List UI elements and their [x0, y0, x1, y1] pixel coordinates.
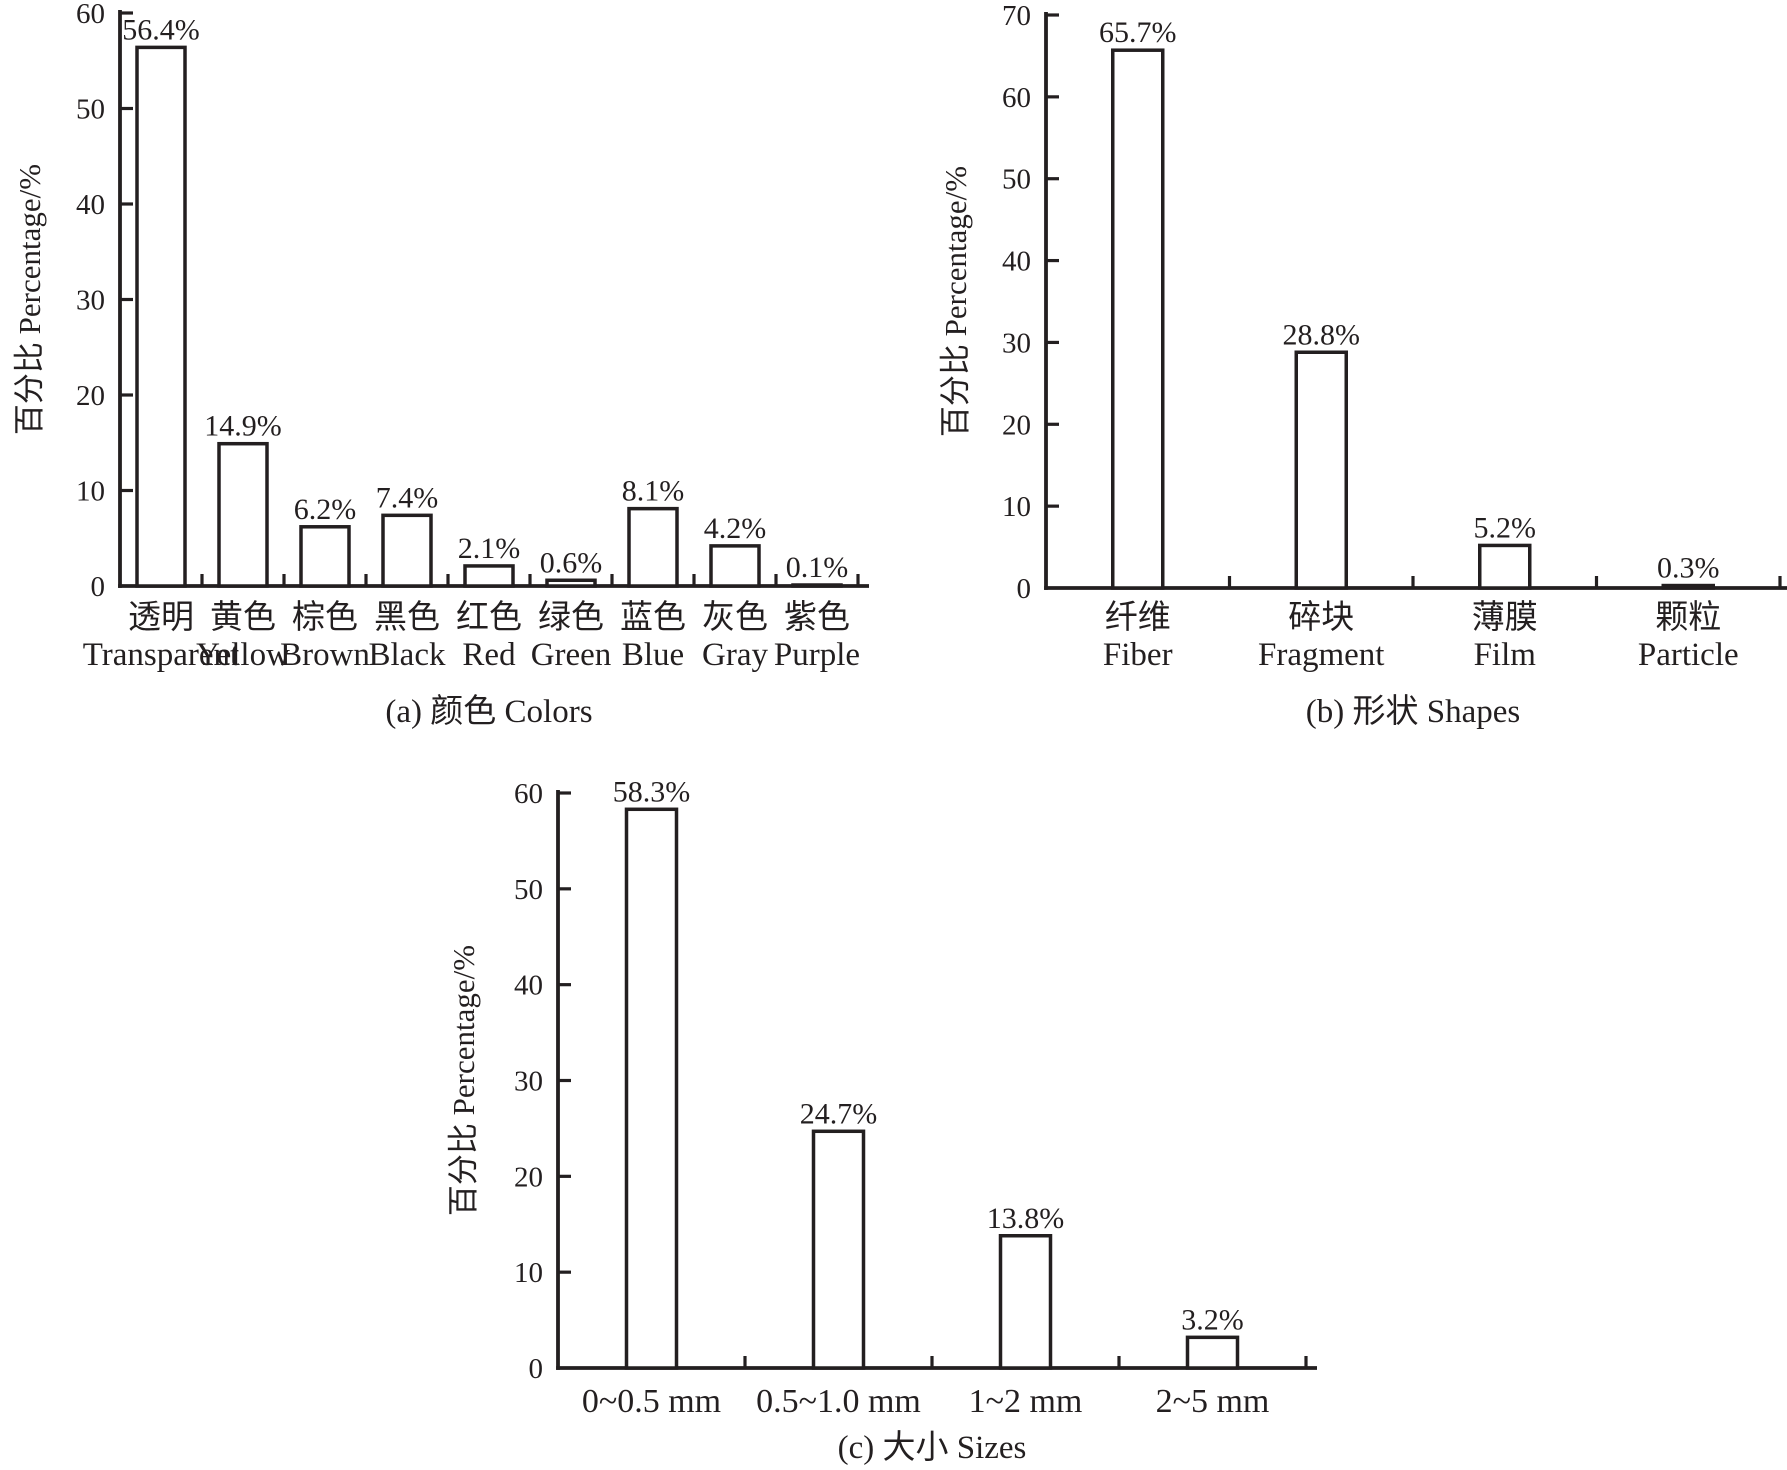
x-category-label-en: Gray — [702, 637, 768, 673]
bar-colors-0 — [135, 45, 187, 588]
x-category-label-en: Red — [462, 637, 516, 673]
bar-shapes-2 — [1478, 543, 1532, 590]
x-category-label-zh: 红色 — [456, 599, 522, 636]
bar-value-label: 5.2% — [1474, 511, 1537, 544]
panel-caption: (b) 形状 Shapes — [1306, 693, 1520, 730]
y-tick-label: 0 — [1017, 573, 1032, 605]
y-tick-label: 20 — [1002, 409, 1031, 441]
y-tick-label: 20 — [76, 380, 105, 412]
x-category-label-zh: 透明 — [128, 600, 194, 636]
y-tick-label: 0 — [91, 571, 106, 603]
x-category-label-zh: 纤维 — [1105, 599, 1171, 636]
bar-shapes-3 — [1661, 583, 1715, 590]
x-category-label-zh: 黄色 — [210, 599, 276, 636]
y-tick-label: 30 — [76, 285, 105, 317]
x-category-label-en: Fragment — [1258, 637, 1384, 673]
y-axis-title: 百分比 Percentage/% — [446, 945, 481, 1216]
bar-colors-5 — [545, 578, 597, 588]
bar-value-label: 56.4% — [122, 13, 200, 46]
bar-sizes-3 — [1185, 1335, 1240, 1370]
bar-value-label: 65.7% — [1099, 16, 1177, 49]
bar-colors-8 — [791, 583, 843, 588]
y-tick-label: 60 — [1002, 82, 1031, 114]
bar-value-label: 8.1% — [622, 475, 685, 508]
x-category-label-en: Particle — [1638, 637, 1739, 673]
bar-sizes-0 — [624, 807, 679, 1370]
bar-colors-2 — [299, 525, 351, 588]
x-category-label-zh: 颗粒 — [1655, 599, 1721, 636]
y-tick-label: 20 — [514, 1161, 543, 1193]
x-category-label-en: Purple — [774, 637, 860, 673]
x-category-label-en: Transparent — [83, 637, 239, 673]
x-category-label-en: Fiber — [1103, 637, 1173, 673]
bar-value-label: 14.9% — [204, 410, 282, 443]
bar-value-label: 2.1% — [458, 532, 521, 565]
bar-colors-7 — [709, 544, 761, 588]
x-category-label-zh: 紫色 — [784, 599, 850, 636]
bar-shapes-0 — [1111, 48, 1165, 590]
y-tick-label: 10 — [1002, 491, 1031, 523]
bar-value-label: 0.3% — [1657, 552, 1720, 585]
x-category-label-en: Black — [369, 637, 446, 673]
y-tick-label: 60 — [76, 0, 105, 30]
y-tick-label: 30 — [1002, 327, 1031, 359]
x-category-label: 0~0.5 mm — [582, 1383, 721, 1420]
x-category-label-en: Film — [1474, 637, 1537, 673]
y-tick-label: 40 — [76, 189, 105, 221]
panel-caption: (a) 颜色 Colors — [385, 693, 592, 730]
x-category-label-en: Brown — [280, 637, 370, 673]
y-tick-label: 50 — [1002, 164, 1031, 196]
y-tick-label: 60 — [514, 778, 543, 810]
panel-caption: (c) 大小 Sizes — [838, 1429, 1027, 1466]
y-tick-label: 0 — [529, 1353, 544, 1385]
bar-value-label: 24.7% — [800, 1097, 878, 1130]
x-category-label: 0.5~1.0 mm — [756, 1383, 921, 1420]
y-tick-label: 40 — [1002, 246, 1031, 278]
bar-sizes-2 — [998, 1234, 1053, 1370]
chart-panel-sizes: 0 10 20 30 40 50 60 58.3% 0~0.5 mm 24.7% 0.5~1.0 m… — [446, 775, 1317, 1466]
bar-colors-3 — [381, 513, 433, 588]
y-tick-label: 50 — [514, 874, 543, 906]
bar-value-label: 4.2% — [704, 512, 767, 545]
y-tick-label: 50 — [76, 94, 105, 126]
bar-sizes-1 — [811, 1129, 866, 1370]
x-category-label-en: Yellow — [196, 637, 290, 673]
x-category-label-zh: 碎块 — [1288, 599, 1354, 636]
x-category-label: 2~5 mm — [1156, 1383, 1270, 1420]
x-category-label-en: Blue — [622, 637, 684, 673]
bar-colors-6 — [627, 506, 679, 588]
y-axis-title: 百分比 Percentage/% — [12, 164, 47, 435]
x-category-label-zh: 绿色 — [538, 599, 604, 636]
x-category-label-zh: 黑色 — [374, 599, 440, 636]
y-tick-label: 70 — [1002, 0, 1031, 32]
bar-value-label: 28.8% — [1283, 318, 1361, 351]
bar-shapes-1 — [1294, 350, 1348, 590]
y-tick-label: 10 — [514, 1257, 543, 1289]
x-category-label-zh: 薄膜 — [1472, 599, 1538, 636]
y-tick-label: 10 — [76, 476, 105, 508]
x-category-label-en: Green — [531, 637, 612, 673]
bar-value-label: 3.2% — [1181, 1303, 1244, 1336]
x-category-label-zh: 棕色 — [292, 599, 358, 636]
x-category-label: 1~2 mm — [969, 1383, 1083, 1420]
x-category-label-zh: 灰色 — [702, 599, 768, 636]
bar-value-label: 0.6% — [540, 546, 603, 579]
bar-value-label: 13.8% — [987, 1202, 1065, 1235]
bar-value-label: 7.4% — [376, 481, 439, 514]
bar-colors-1 — [217, 441, 269, 588]
y-tick-label: 30 — [514, 1066, 543, 1098]
y-axis-title: 百分比 Percentage/% — [938, 166, 973, 437]
bar-value-label: 0.1% — [786, 551, 849, 584]
y-tick-label: 40 — [514, 970, 543, 1002]
bar-colors-4 — [463, 564, 515, 588]
bar-value-label: 58.3% — [613, 775, 691, 808]
bar-value-label: 6.2% — [294, 493, 357, 526]
x-category-label-zh: 蓝色 — [620, 599, 686, 636]
